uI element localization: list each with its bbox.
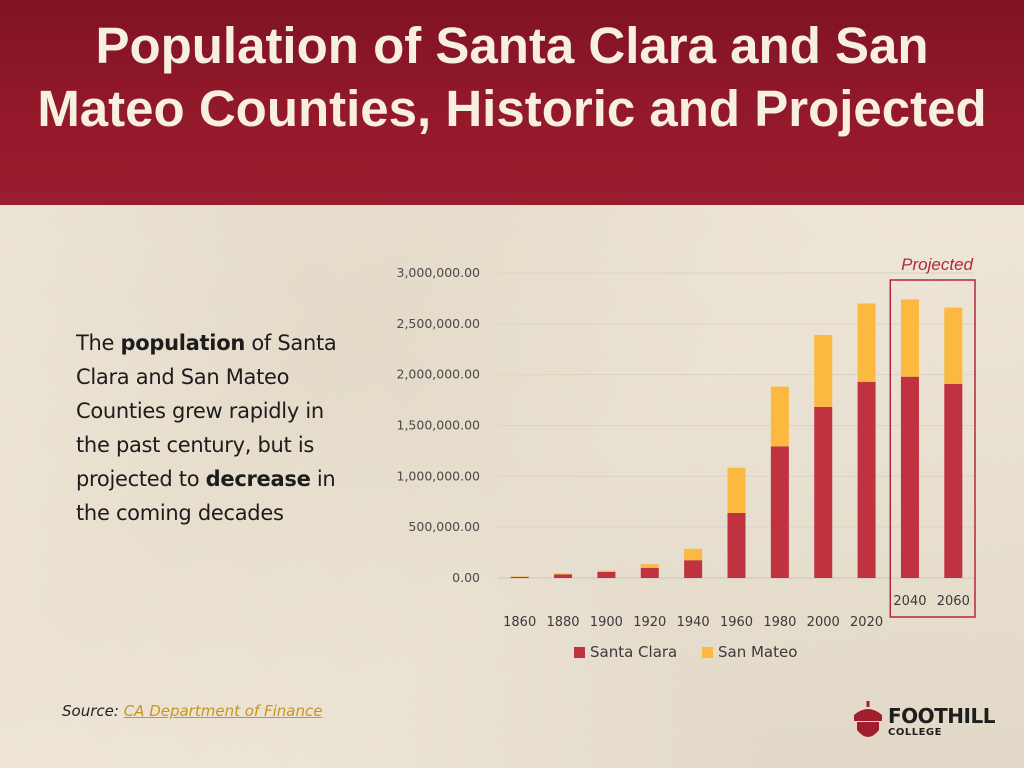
bar-santa-clara (857, 381, 876, 578)
logo-name: FOOTHILL (888, 704, 995, 728)
legend-label: Santa Clara (590, 643, 677, 661)
bar-santa-clara (770, 446, 789, 578)
bar-santa-clara (900, 376, 919, 578)
bar-santa-clara (554, 574, 573, 578)
bar-santa-clara (944, 383, 963, 578)
bar-santa-clara (640, 567, 659, 578)
source-link[interactable]: CA Department of Finance (123, 702, 323, 720)
x-tick-label: 2040 (893, 594, 926, 609)
bar-san-mateo (900, 299, 919, 377)
y-tick-label: 500,000.00 (408, 519, 480, 534)
slide-title: Population of Santa Clara and San Mateo … (37, 17, 987, 137)
title-banner: Population of Santa Clara and San Mateo … (0, 0, 1024, 205)
bar-san-mateo (770, 386, 789, 447)
bar-san-mateo (640, 564, 659, 568)
bar-santa-clara (684, 560, 703, 578)
foothill-college-logo: FOOTHILL COLLEGE (852, 700, 1002, 744)
x-tick-label: 1960 (720, 615, 753, 630)
y-tick-label: 1,500,000.00 (397, 418, 481, 433)
legend-label: San Mateo (718, 643, 797, 661)
bar-san-mateo (597, 570, 616, 572)
bar-san-mateo (857, 303, 876, 382)
x-tick-label: 1900 (590, 615, 623, 630)
body-text: The population of Santa Clara and San Ma… (76, 326, 356, 530)
body-emphasis-population: population (120, 331, 246, 355)
x-tick-label: 1920 (633, 615, 666, 630)
legend-swatch (702, 647, 713, 658)
bar-san-mateo (727, 467, 746, 513)
x-tick-label: 1880 (546, 615, 579, 630)
bar-santa-clara (727, 512, 746, 578)
x-tick-label: 1980 (763, 615, 796, 630)
body-text-part: in the coming decades (76, 467, 336, 525)
body-text-part: of Santa Clara and San Mateo Counties gr… (76, 331, 337, 491)
bar-santa-clara (814, 406, 833, 578)
y-tick-label: 2,000,000.00 (397, 367, 481, 382)
bar-san-mateo (684, 548, 703, 561)
logo-subtitle: COLLEGE (888, 727, 942, 738)
y-tick-label: 2,500,000.00 (397, 316, 481, 331)
acorn-icon (854, 701, 882, 737)
source-line: Source: CA Department of Finance (62, 702, 322, 720)
y-tick-label: 1,000,000.00 (397, 468, 481, 483)
y-tick-label: 0.00 (452, 570, 480, 585)
bar-san-mateo (814, 334, 833, 407)
body-text-part: The (76, 331, 121, 355)
bar-santa-clara (597, 571, 616, 578)
x-tick-label: 1860 (503, 615, 536, 630)
x-tick-label: 1940 (677, 615, 710, 630)
bar-santa-clara (510, 576, 529, 578)
x-tick-label: 2020 (850, 615, 883, 630)
bar-san-mateo (944, 307, 963, 384)
x-tick-label: 2060 (937, 594, 970, 609)
y-tick-label: 3,000,000.00 (397, 265, 481, 280)
bar-san-mateo (510, 576, 529, 577)
slide-background (0, 205, 1024, 768)
source-label: Source: (62, 702, 119, 720)
x-tick-label: 2000 (807, 615, 840, 630)
projected-box (889, 279, 976, 618)
population-chart: 0.00 500,000.00 1,000,000.00 1,500,000.00 2,… (397, 255, 976, 661)
projected-label: Projected (901, 255, 973, 274)
legend-swatch (574, 647, 585, 658)
body-emphasis-decrease: decrease (205, 467, 311, 491)
bar-san-mateo (554, 573, 573, 575)
